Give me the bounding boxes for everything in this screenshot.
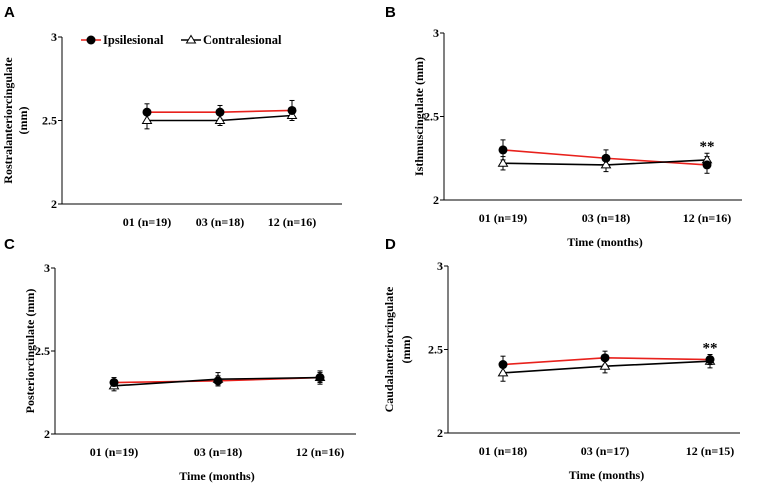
x-axis-title: Time (months) [569, 468, 644, 482]
y-tick-label: 2.5 [428, 343, 443, 357]
x-tick-label: 12 (n=16) [268, 215, 317, 229]
legend: Ipsilesional Contralesional [81, 33, 282, 47]
x-tick-label: 03 (n=18) [194, 445, 243, 459]
ipsi-data-point [109, 378, 119, 388]
y-tick-label: 2 [51, 197, 57, 211]
y-tick-label: 2.5 [42, 114, 57, 128]
ipsi-data-point [600, 353, 610, 363]
ipsi-data-point [498, 360, 508, 370]
legend-contra-marker [185, 34, 197, 44]
panel-letter-b: B [385, 4, 396, 21]
x-axis-title: Time (months) [567, 235, 642, 249]
chart-panel-b: 3 2.5 2 01 (n=19) 03 (n=18) 12 (n=16) Time (mo… [412, 26, 742, 249]
x-tick-label: 01 (n=19) [90, 445, 139, 459]
x-axis-title: Time (months) [179, 469, 254, 483]
legend-ipsi-marker [86, 35, 96, 45]
x-tick-label: 12 (n=15) [686, 444, 735, 458]
y-tick-label: 2 [437, 426, 443, 440]
x-tick-label: 01 (n=19) [479, 211, 528, 225]
ipsi-data-point [498, 145, 508, 155]
y-tick-label: 2.5 [424, 110, 439, 124]
y-axis-title: (mm) [16, 107, 30, 135]
ipsi-data-point [142, 107, 152, 117]
contra-data-point [497, 367, 509, 377]
x-tick-label: 03 (n=18) [196, 215, 245, 229]
legend-ipsi-label: Ipsilesional [103, 33, 164, 47]
ipsi-data-point [702, 160, 712, 170]
y-tick-label: 2.5 [35, 344, 50, 358]
chart-panel-d: 3 2.5 2 01 (n=18) 03 (n=17) 12 (n=15) Time (mo… [382, 259, 740, 482]
contra-data-point [497, 157, 509, 167]
panel-letter-c: C [4, 236, 15, 253]
significance-annotation: ** [700, 139, 715, 155]
y-axis-title: Isthmuscingulate (mm) [412, 57, 426, 176]
y-tick-label: 3 [51, 30, 57, 44]
chart-panel-c: 3 2.5 2 01 (n=19) 03 (n=18) 12 (n=16) Time (mo… [23, 261, 356, 483]
x-tick-label: 03 (n=18) [582, 211, 631, 225]
contra-data-point [600, 159, 612, 169]
ipsi-data-point [315, 373, 325, 383]
x-tick-label: 01 (n=19) [123, 215, 172, 229]
x-tick-label: 12 (n=16) [683, 211, 732, 225]
contra-data-point [141, 115, 153, 124]
ipsi-data-point [213, 376, 223, 386]
ipsi-data-point [287, 105, 297, 115]
x-tick-label: 12 (n=16) [296, 445, 345, 459]
y-axis-title: Posteriorcingulate (mm) [23, 289, 37, 414]
contra-data-point [214, 115, 226, 124]
x-tick-label: 01 (n=18) [479, 444, 528, 458]
contra-data-point [599, 360, 611, 370]
y-axis-title: Rostralanteriorcingulate [1, 57, 15, 184]
significance-annotation: ** [703, 341, 718, 357]
y-tick-label: 2 [44, 427, 50, 441]
y-axis-title: Caudalanteriorcingulate [382, 286, 396, 412]
panel-letter-d: D [385, 236, 396, 253]
ipsi-data-point [601, 153, 611, 163]
x-tick-label: 03 (n=17) [581, 444, 630, 458]
panel-letter-a: A [4, 4, 15, 21]
legend-contra-label: Contralesional [203, 33, 282, 47]
y-tick-label: 3 [437, 259, 443, 273]
y-axis-title: (mm) [399, 336, 413, 364]
y-tick-label: 2 [433, 193, 439, 207]
y-tick-label: 3 [44, 261, 50, 275]
ipsi-data-point [705, 355, 715, 365]
chart-panel-a: 3 2.5 2 01 (n=19) 03 (n=18) 12 (n=16) Rostrala… [1, 30, 342, 229]
ipsi-data-point [215, 107, 225, 117]
y-tick-label: 3 [433, 26, 439, 40]
